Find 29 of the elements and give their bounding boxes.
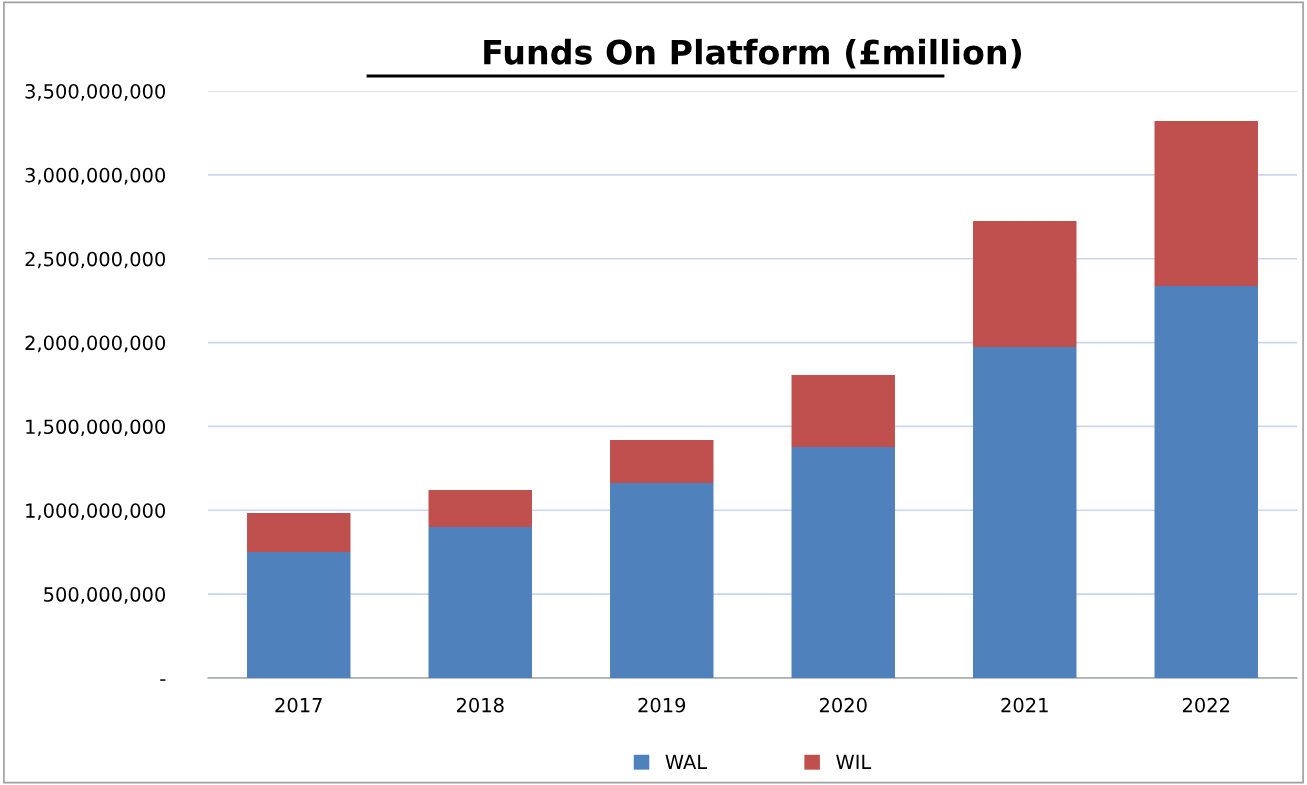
bar bbox=[1154, 286, 1258, 678]
y-tick-label: 1,000,000,000 bbox=[26, 503, 166, 520]
y-tick-label: - bbox=[160, 679, 166, 681]
bar bbox=[247, 512, 351, 553]
legend-label: WIL bbox=[836, 754, 872, 769]
y-tick-label: 1,500,000,000 bbox=[26, 419, 166, 437]
x-tick-label: 2017 bbox=[275, 697, 322, 713]
legend-label: WAL bbox=[665, 754, 708, 769]
bar bbox=[610, 482, 714, 678]
bar bbox=[791, 374, 895, 448]
x-tick-label: 2018 bbox=[456, 697, 504, 713]
y-tick-label: 3,500,000,000 bbox=[25, 83, 166, 101]
bar bbox=[610, 440, 714, 483]
x-tick-label: 2020 bbox=[819, 697, 867, 713]
bar bbox=[973, 346, 1077, 678]
y-tick-label: 500,000,000 bbox=[44, 587, 166, 604]
y-tick-label: 2,500,000,000 bbox=[25, 251, 166, 269]
bar bbox=[973, 220, 1077, 347]
x-tick-label: 2022 bbox=[1182, 697, 1230, 713]
y-tick-label: 2,000,000,000 bbox=[25, 335, 166, 353]
chart-title: Funds On Platform (£million) bbox=[484, 38, 1021, 69]
bar bbox=[428, 527, 532, 678]
bar bbox=[791, 447, 895, 678]
bar bbox=[1154, 121, 1258, 287]
bar bbox=[428, 489, 532, 528]
bar bbox=[247, 552, 351, 678]
x-tick-label: 2021 bbox=[1001, 697, 1048, 713]
x-tick-label: 2019 bbox=[638, 697, 686, 713]
y-tick-label: 3,000,000,000 bbox=[25, 167, 166, 185]
